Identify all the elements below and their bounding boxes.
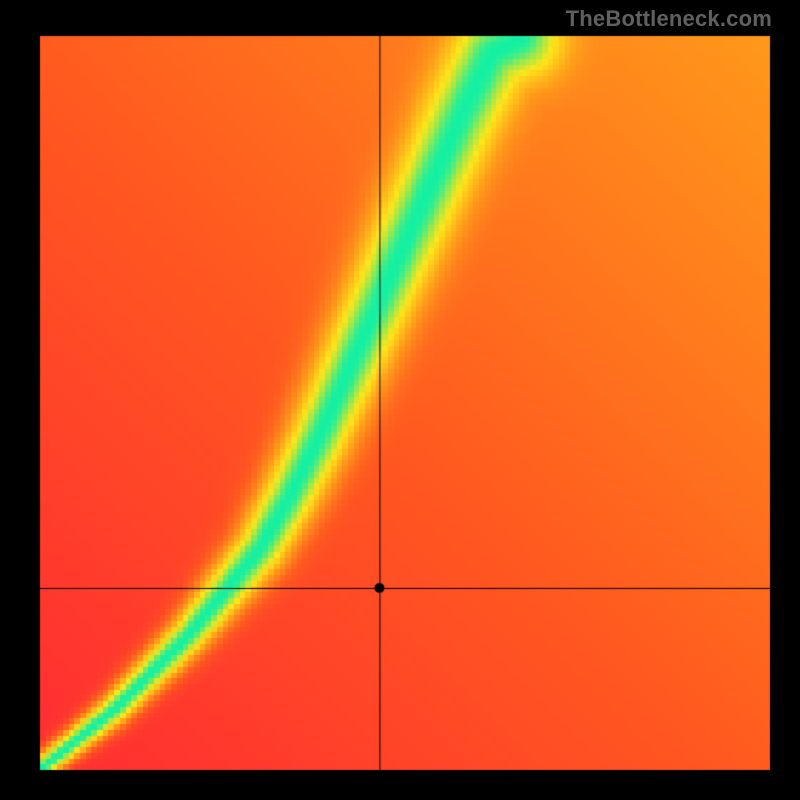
chart-container: TheBottleneck.com — [0, 0, 800, 800]
bottleneck-heatmap — [0, 0, 800, 800]
watermark-text: TheBottleneck.com — [566, 6, 772, 32]
